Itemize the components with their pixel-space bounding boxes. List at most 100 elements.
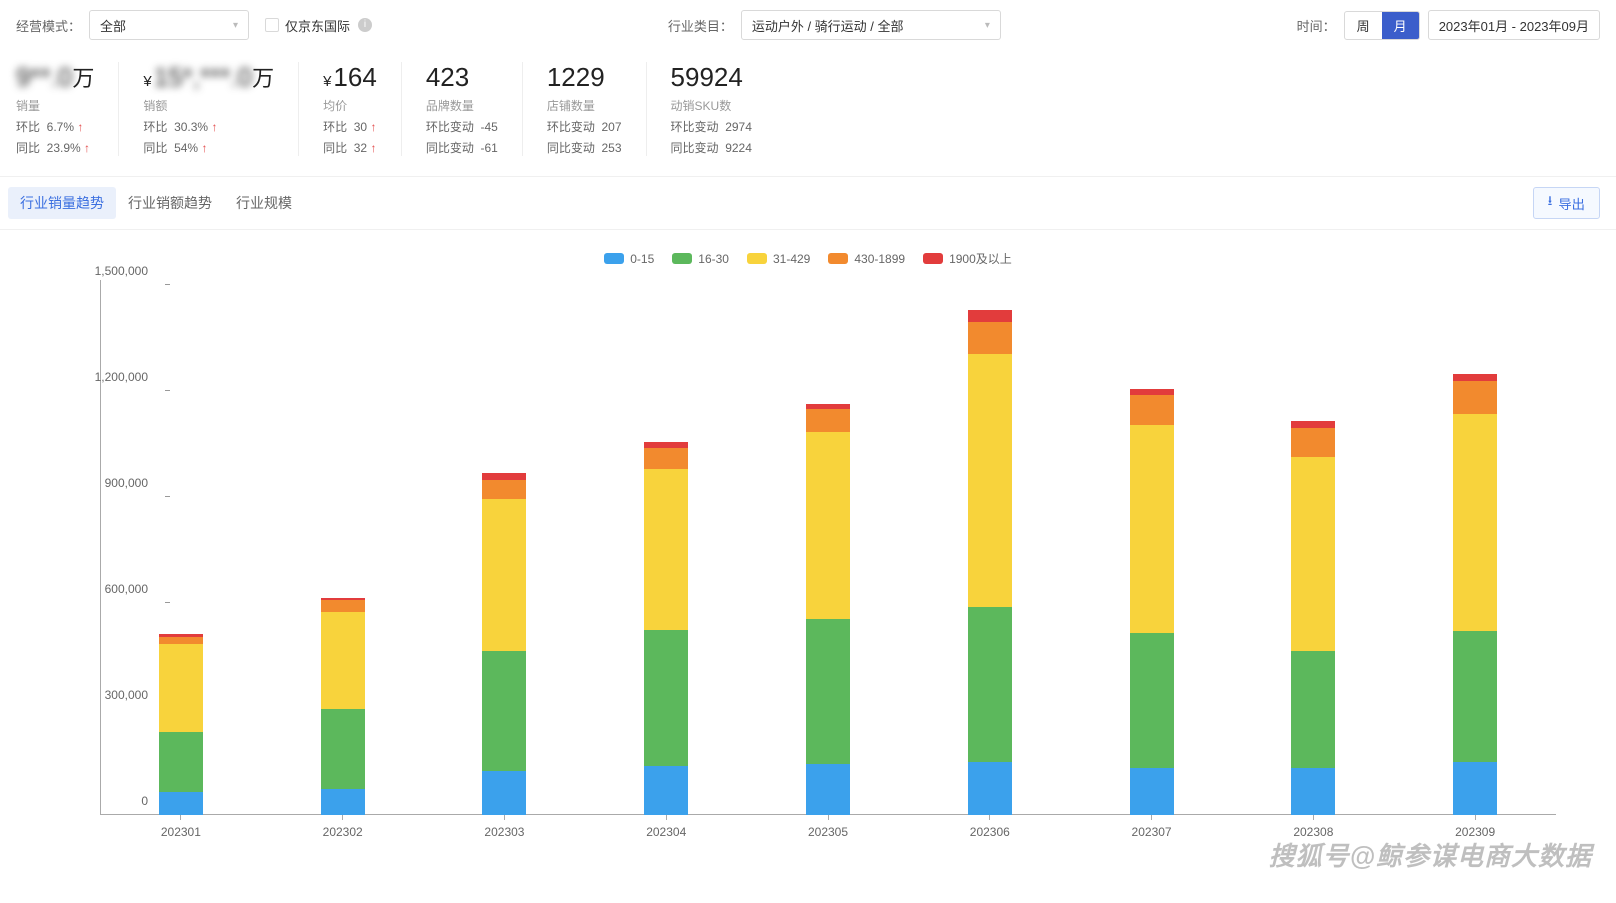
metric-value: 1229 <box>547 62 622 93</box>
bar-segment <box>806 409 850 432</box>
x-label: 202308 <box>1293 825 1333 839</box>
legend-swatch <box>604 253 624 264</box>
x-tick <box>1151 815 1152 820</box>
x-label: 202303 <box>484 825 524 839</box>
chevron-down-icon: ▾ <box>985 20 990 31</box>
legend-item[interactable]: 31-429 <box>747 250 810 267</box>
tab-1[interactable]: 行业销额趋势 <box>116 187 224 219</box>
x-tick <box>1475 815 1476 820</box>
metric-label: 均价 <box>323 97 377 114</box>
bar-segment <box>1130 395 1174 425</box>
metrics-row: 9**.0万销量环比 6.7% ↑同比 23.9% ↑¥15*,***.0万销额… <box>0 50 1616 177</box>
bar-segment <box>644 469 688 630</box>
metric-label: 店铺数量 <box>547 97 622 114</box>
x-tick <box>989 815 990 820</box>
bar-segment <box>321 789 365 816</box>
bar[interactable] <box>1291 421 1335 815</box>
bar-segment <box>968 310 1012 322</box>
bar[interactable] <box>968 310 1012 815</box>
category-select[interactable]: 运动户外 / 骑行运动 / 全部 ▾ <box>741 10 1001 40</box>
chevron-down-icon: ▾ <box>233 20 238 31</box>
x-tick <box>504 815 505 820</box>
metric-delta: 环比 6.7% ↑ <box>16 118 94 135</box>
legend-item[interactable]: 16-30 <box>672 250 729 267</box>
bar-segment <box>968 607 1012 762</box>
date-range-picker[interactable]: 2023年01月 - 2023年09月 <box>1428 10 1600 40</box>
bar[interactable] <box>1130 389 1174 815</box>
bar-slot: 202301 <box>100 285 262 815</box>
bar-segment <box>806 432 850 619</box>
bar-slot: 202306 <box>909 285 1071 815</box>
x-label: 202301 <box>161 825 201 839</box>
download-icon: ⭳ <box>1548 192 1553 214</box>
bar-slot: 202309 <box>1394 285 1556 815</box>
metric-label: 动销SKU数 <box>671 97 752 114</box>
metric-delta: 环比变动 207 <box>547 118 622 135</box>
chart-area: 0-15 16-30 31-429 430-1899 1900及以上 0300,0006… <box>0 230 1616 885</box>
bar-segment <box>806 764 850 815</box>
arrow-up-icon: ↑ <box>370 141 376 155</box>
x-label: 202307 <box>1132 825 1172 839</box>
arrow-up-icon: ↑ <box>201 141 207 155</box>
arrow-up-icon: ↑ <box>370 120 376 134</box>
bar-segment <box>968 762 1012 815</box>
legend-label: 430-1899 <box>854 252 905 266</box>
mode-select[interactable]: 全部 ▾ <box>89 10 249 40</box>
bar-segment <box>1130 768 1174 816</box>
bar-segment <box>482 651 526 771</box>
bar[interactable] <box>644 442 688 815</box>
bar-segment <box>1291 421 1335 428</box>
seg-month[interactable]: 月 <box>1382 12 1419 39</box>
x-label: 202306 <box>970 825 1010 839</box>
chart-legend: 0-15 16-30 31-429 430-1899 1900及以上 <box>20 250 1596 267</box>
metric-delta: 环比变动 -45 <box>426 118 498 135</box>
legend-item[interactable]: 1900及以上 <box>923 250 1012 267</box>
export-button[interactable]: ⭳ 导出 <box>1533 187 1600 219</box>
metric-delta: 同比变动 -61 <box>426 139 498 156</box>
bar-segment <box>321 600 365 612</box>
bar-segment <box>1291 457 1335 651</box>
legend-swatch <box>923 253 943 264</box>
bar-segment <box>482 771 526 815</box>
bar[interactable] <box>806 404 850 816</box>
bar[interactable] <box>1453 374 1497 816</box>
legend-item[interactable]: 0-15 <box>604 250 654 267</box>
metric-avg_price: ¥164均价环比 30 ↑同比 32 ↑ <box>298 62 401 156</box>
bar-segment <box>482 499 526 651</box>
bars-container: 2023012023022023032023042023052023062023… <box>100 285 1556 815</box>
metric-delta: 环比 30.3% ↑ <box>143 118 274 135</box>
bar-segment <box>968 354 1012 607</box>
bar-segment <box>321 612 365 709</box>
bar-segment <box>1291 428 1335 456</box>
bar[interactable] <box>482 473 526 815</box>
time-label: 时间： <box>1297 16 1336 35</box>
tab-0[interactable]: 行业销量趋势 <box>8 187 116 219</box>
legend-item[interactable]: 430-1899 <box>828 250 905 267</box>
metric-delta: 环比变动 2974 <box>671 118 752 135</box>
bar-slot: 202308 <box>1232 285 1394 815</box>
bar-segment <box>806 619 850 764</box>
metric-delta: 同比 23.9% ↑ <box>16 139 94 156</box>
bar-segment <box>159 637 203 644</box>
tab-row: 行业销量趋势行业销额趋势行业规模 ⭳ 导出 <box>0 177 1616 230</box>
metric-label: 销量 <box>16 97 94 114</box>
info-icon: i <box>358 18 372 32</box>
tab-2[interactable]: 行业规模 <box>224 187 304 219</box>
checkbox-box-icon <box>265 18 279 32</box>
bar-segment <box>482 480 526 499</box>
bar-segment <box>644 448 688 469</box>
metric-value: 423 <box>426 62 498 93</box>
stacked-bar-chart: 0300,000600,000900,0001,200,0001,500,000… <box>100 285 1556 845</box>
bar[interactable] <box>159 634 203 815</box>
metric-sales_qty: 9**.0万销量环比 6.7% ↑同比 23.9% ↑ <box>16 62 118 156</box>
bar[interactable] <box>321 598 365 815</box>
seg-week[interactable]: 周 <box>1345 12 1382 39</box>
metric-shop_count: 1229店铺数量环比变动 207 同比变动 253 <box>522 62 646 156</box>
legend-label: 1900及以上 <box>949 250 1012 267</box>
metric-label: 销额 <box>143 97 274 114</box>
date-range-value: 2023年01月 - 2023年09月 <box>1439 16 1589 35</box>
bar-segment <box>159 792 203 815</box>
filter-bar: 经营模式： 全部 ▾ 仅京东国际 i 行业类目： 运动户外 / 骑行运动 / 全… <box>0 0 1616 50</box>
bar-segment <box>1453 381 1497 415</box>
jd-intl-checkbox[interactable]: 仅京东国际 i <box>265 16 372 35</box>
